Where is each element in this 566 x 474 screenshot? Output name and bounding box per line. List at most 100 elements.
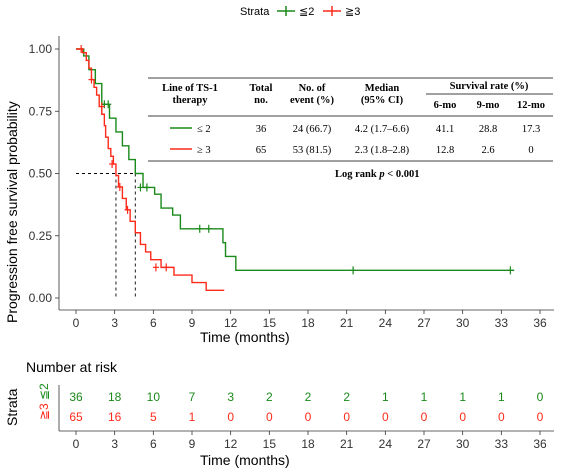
row-ge3-total: 65: [256, 145, 267, 156]
risk-cell: 2: [343, 390, 350, 404]
risk-cell: 1: [498, 390, 505, 404]
log-rank-annotation: Log rank p < 0.001: [335, 169, 419, 180]
risk-cell: 1: [421, 390, 428, 404]
header-line-part: Total: [250, 83, 273, 94]
median-guides: [76, 173, 136, 298]
survival-curve-le2: [76, 48, 515, 272]
risk-x-tick-label: 24: [379, 437, 393, 451]
header-line-part: Line of TS-1: [162, 83, 218, 94]
row-ge3-s12: 0: [528, 145, 533, 156]
y-tick-label: 0.25: [29, 229, 53, 243]
risk-cell: 16: [108, 410, 122, 424]
x-tick-label: 27: [417, 316, 431, 330]
row-le2-label: ≤ 2: [197, 124, 211, 135]
plot-area: 0.000.250.500.751.00 0 3 6 9 12 15 18 21 24 27 30 3…: [4, 36, 554, 345]
y-tick-label: 1.00: [29, 42, 53, 56]
x-tick-label: 0: [73, 316, 80, 330]
risk-x-axis-title: Time (months): [200, 452, 290, 468]
risk-cell: 65: [69, 410, 83, 424]
risk-cell: 0: [227, 410, 234, 424]
risk-row-ge3-label: ≧3: [37, 403, 51, 420]
header-6mo: 6-mo: [434, 100, 457, 111]
header-line-part: (95% CI): [361, 95, 404, 106]
risk-x-tick-label: 6: [150, 437, 157, 451]
row-ge3-label: ≥ 3: [197, 145, 211, 156]
header-survival: Survival rate (%): [450, 81, 529, 92]
header-line-part: Median: [365, 83, 400, 94]
row-le2-total: 36: [256, 124, 267, 135]
header-line-part: event (%): [290, 95, 335, 106]
x-ticks: 0 3 6 9 12 15 18 21 24 27 30 33 36: [73, 310, 547, 330]
x-tick-label: 21: [340, 316, 354, 330]
header-line-part: No. of: [299, 83, 326, 94]
log-rank-p: p: [378, 169, 384, 180]
log-rank-prefix: Log rank: [335, 169, 377, 180]
risk-cell: 1: [459, 390, 466, 404]
risk-x-tick-label: 36: [533, 437, 547, 451]
risk-x-tick-label: 0: [73, 437, 80, 451]
risk-x-tick-label: 30: [456, 437, 470, 451]
risk-x-tick-label: 18: [301, 437, 315, 451]
row-ge3-median: 2.3 (1.8–2.8): [355, 145, 410, 156]
legend: Strata ≦2 ≧3: [240, 6, 360, 18]
row-le2-s12: 17.3: [522, 124, 540, 135]
risk-cell: 0: [305, 410, 312, 424]
row-le2-s6: 41.1: [436, 124, 454, 135]
risk-table: Number at risk Strata ≦2 ≧3 36 18 10 7 3 2 2 2 1…: [4, 359, 554, 468]
risk-cell: 0: [537, 390, 544, 404]
x-tick-label: 15: [263, 316, 277, 330]
risk-x-ticks: 0 3 6 9 12 15 18 21 24 27 30 33 36: [73, 431, 547, 451]
header-12mo: 12-mo: [517, 100, 545, 111]
y-tick-label: 0.75: [29, 104, 53, 118]
x-tick-label: 36: [533, 316, 547, 330]
legend-label-le2: ≦2: [299, 6, 314, 18]
y-tick-label: 0.00: [29, 291, 53, 305]
x-tick-label: 9: [189, 316, 196, 330]
header-median-1: Median (95% CI): [361, 83, 404, 106]
risk-x-tick-label: 21: [340, 437, 354, 451]
x-tick-label: 30: [456, 316, 470, 330]
log-rank-value: < 0.001: [387, 169, 419, 180]
header-events-1: No. of event (%): [290, 83, 335, 106]
risk-cell: 0: [459, 410, 466, 424]
risk-cell: 0: [343, 410, 350, 424]
risk-x-tick-label: 27: [417, 437, 431, 451]
x-tick-label: 6: [150, 316, 157, 330]
risk-cell: 3: [227, 390, 234, 404]
risk-x-tick-label: 33: [495, 437, 509, 451]
risk-table-title: Number at risk: [26, 359, 118, 375]
x-tick-label: 33: [495, 316, 509, 330]
y-axis-title: Progression free survival probability: [4, 101, 20, 323]
x-axis-title: Time (months): [200, 329, 290, 345]
risk-cell: 0: [421, 410, 428, 424]
header-line-part: therapy: [173, 95, 209, 106]
header-total-1: Total no.: [250, 83, 273, 106]
x-tick-label: 12: [224, 316, 238, 330]
row-le2-events: 24 (66.7): [293, 124, 332, 135]
risk-cell: 10: [147, 390, 161, 404]
risk-strata-label: Strata: [4, 388, 20, 426]
risk-row-le2-label: ≦2: [37, 383, 51, 400]
risk-cells: 36 18 10 7 3 2 2 2 1 1 1 1 065 16 5 1 0 0 0 0 0 0 0 0 0: [69, 390, 543, 424]
row-ge3-s6: 12.8: [436, 145, 454, 156]
risk-cell: 2: [305, 390, 312, 404]
header-line-1: Line of TS-1 therapy: [162, 83, 218, 106]
risk-cell: 0: [537, 410, 544, 424]
risk-cell: 1: [189, 410, 196, 424]
risk-cell: 1: [382, 390, 389, 404]
risk-cell: 18: [108, 390, 122, 404]
risk-cell: 36: [69, 390, 83, 404]
risk-cell: 2: [266, 390, 273, 404]
x-tick-label: 3: [111, 316, 118, 330]
risk-x-tick-label: 3: [111, 437, 118, 451]
risk-cell: 0: [266, 410, 273, 424]
inset-table: Line of TS-1 therapy Total no. No. of event…: [148, 77, 553, 180]
y-ticks: 0.00 0.25 0.50 0.75 1.00: [29, 42, 59, 305]
risk-cell: 0: [382, 410, 389, 424]
risk-cell: 0: [498, 410, 505, 424]
survival-curves: [76, 45, 515, 291]
risk-cell: 5: [150, 410, 157, 424]
legend-title: Strata: [240, 6, 270, 18]
row-le2-s9: 28.8: [479, 124, 497, 135]
header-9mo: 9-mo: [477, 100, 500, 111]
